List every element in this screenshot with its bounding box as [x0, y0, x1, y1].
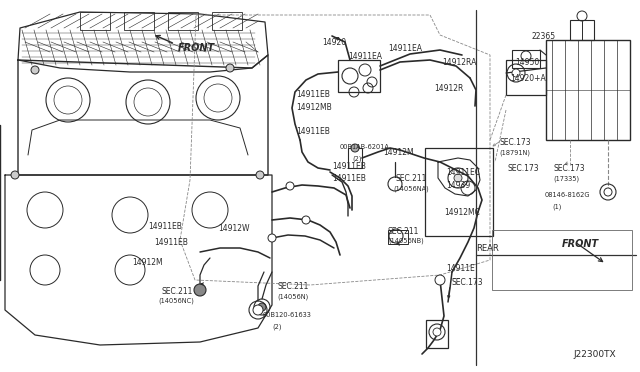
Bar	[425, 148, 493, 236]
Text: 14911EB: 14911EB	[296, 90, 330, 99]
Text: (1): (1)	[552, 203, 561, 209]
Text: (14056NA): (14056NA)	[393, 185, 429, 192]
Bar	[212, 12, 242, 30]
Text: 22365: 22365	[531, 32, 555, 41]
Circle shape	[256, 171, 264, 179]
Text: 14912MC: 14912MC	[444, 208, 480, 217]
Bar	[426, 320, 448, 348]
Bar	[348, 148, 362, 168]
Bar	[570, 20, 594, 40]
Text: 14939: 14939	[446, 181, 470, 190]
Circle shape	[351, 144, 359, 152]
Text: 14912W: 14912W	[218, 224, 250, 233]
Text: 14911EB: 14911EB	[148, 222, 182, 231]
Text: (14056NC): (14056NC)	[158, 298, 194, 305]
Bar	[512, 50, 540, 68]
Text: J22300TX: J22300TX	[573, 350, 616, 359]
Circle shape	[31, 66, 39, 74]
Text: 14911EC: 14911EC	[446, 168, 480, 177]
Bar	[546, 40, 630, 140]
Bar	[492, 230, 632, 290]
Text: (14056NB): (14056NB)	[388, 238, 424, 244]
Circle shape	[11, 171, 19, 179]
Text: SEC.211: SEC.211	[388, 227, 419, 236]
Text: 14911E: 14911E	[446, 264, 475, 273]
Circle shape	[226, 64, 234, 72]
Bar	[506, 60, 546, 95]
Text: 08146-8162G: 08146-8162G	[545, 192, 591, 198]
Text: 00B1AB-6201A: 00B1AB-6201A	[340, 144, 390, 150]
Text: (14056N): (14056N)	[277, 293, 308, 299]
Text: SEC.173: SEC.173	[500, 138, 532, 147]
Text: 14920: 14920	[322, 38, 346, 47]
Text: SEC.211: SEC.211	[395, 174, 426, 183]
Circle shape	[286, 182, 294, 190]
Text: 14911EB: 14911EB	[296, 127, 330, 136]
Text: 14912RA: 14912RA	[442, 58, 476, 67]
Bar	[80, 12, 110, 30]
Text: SEC.211: SEC.211	[277, 282, 308, 291]
Text: 00B120-61633: 00B120-61633	[263, 312, 312, 318]
Circle shape	[194, 284, 206, 296]
Text: SEC.211: SEC.211	[162, 287, 193, 296]
Text: 14912M: 14912M	[383, 148, 413, 157]
Text: 14911EB: 14911EB	[332, 162, 366, 171]
Text: FRONT: FRONT	[178, 43, 215, 53]
Bar	[388, 230, 408, 244]
Text: 14911EA: 14911EA	[348, 52, 382, 61]
Text: 14950: 14950	[515, 58, 540, 67]
Text: 14911EB: 14911EB	[154, 238, 188, 247]
Text: 14912M: 14912M	[132, 258, 163, 267]
Text: (2): (2)	[352, 156, 362, 163]
Bar	[168, 12, 198, 30]
Circle shape	[302, 216, 310, 224]
Bar	[124, 12, 154, 30]
Circle shape	[604, 188, 612, 196]
Text: 14911EB: 14911EB	[332, 174, 366, 183]
Text: SEC.173: SEC.173	[553, 164, 584, 173]
Circle shape	[454, 174, 462, 182]
Text: REAR: REAR	[476, 244, 499, 253]
Text: (17335): (17335)	[553, 175, 579, 182]
Text: (18791N): (18791N)	[499, 149, 530, 155]
Text: (2): (2)	[272, 323, 282, 330]
Circle shape	[433, 328, 441, 336]
Text: 14912R: 14912R	[434, 84, 463, 93]
Text: SEC.173: SEC.173	[508, 164, 540, 173]
Circle shape	[253, 305, 263, 315]
Text: FRONT: FRONT	[562, 239, 599, 249]
Text: 14920+A: 14920+A	[510, 74, 546, 83]
Text: SEC.173: SEC.173	[452, 278, 484, 287]
Circle shape	[435, 275, 445, 285]
Bar	[338, 60, 380, 92]
Text: 14911EA: 14911EA	[388, 44, 422, 53]
Circle shape	[512, 69, 520, 77]
Text: 14912MB: 14912MB	[296, 103, 332, 112]
Circle shape	[268, 234, 276, 242]
Circle shape	[258, 303, 266, 311]
